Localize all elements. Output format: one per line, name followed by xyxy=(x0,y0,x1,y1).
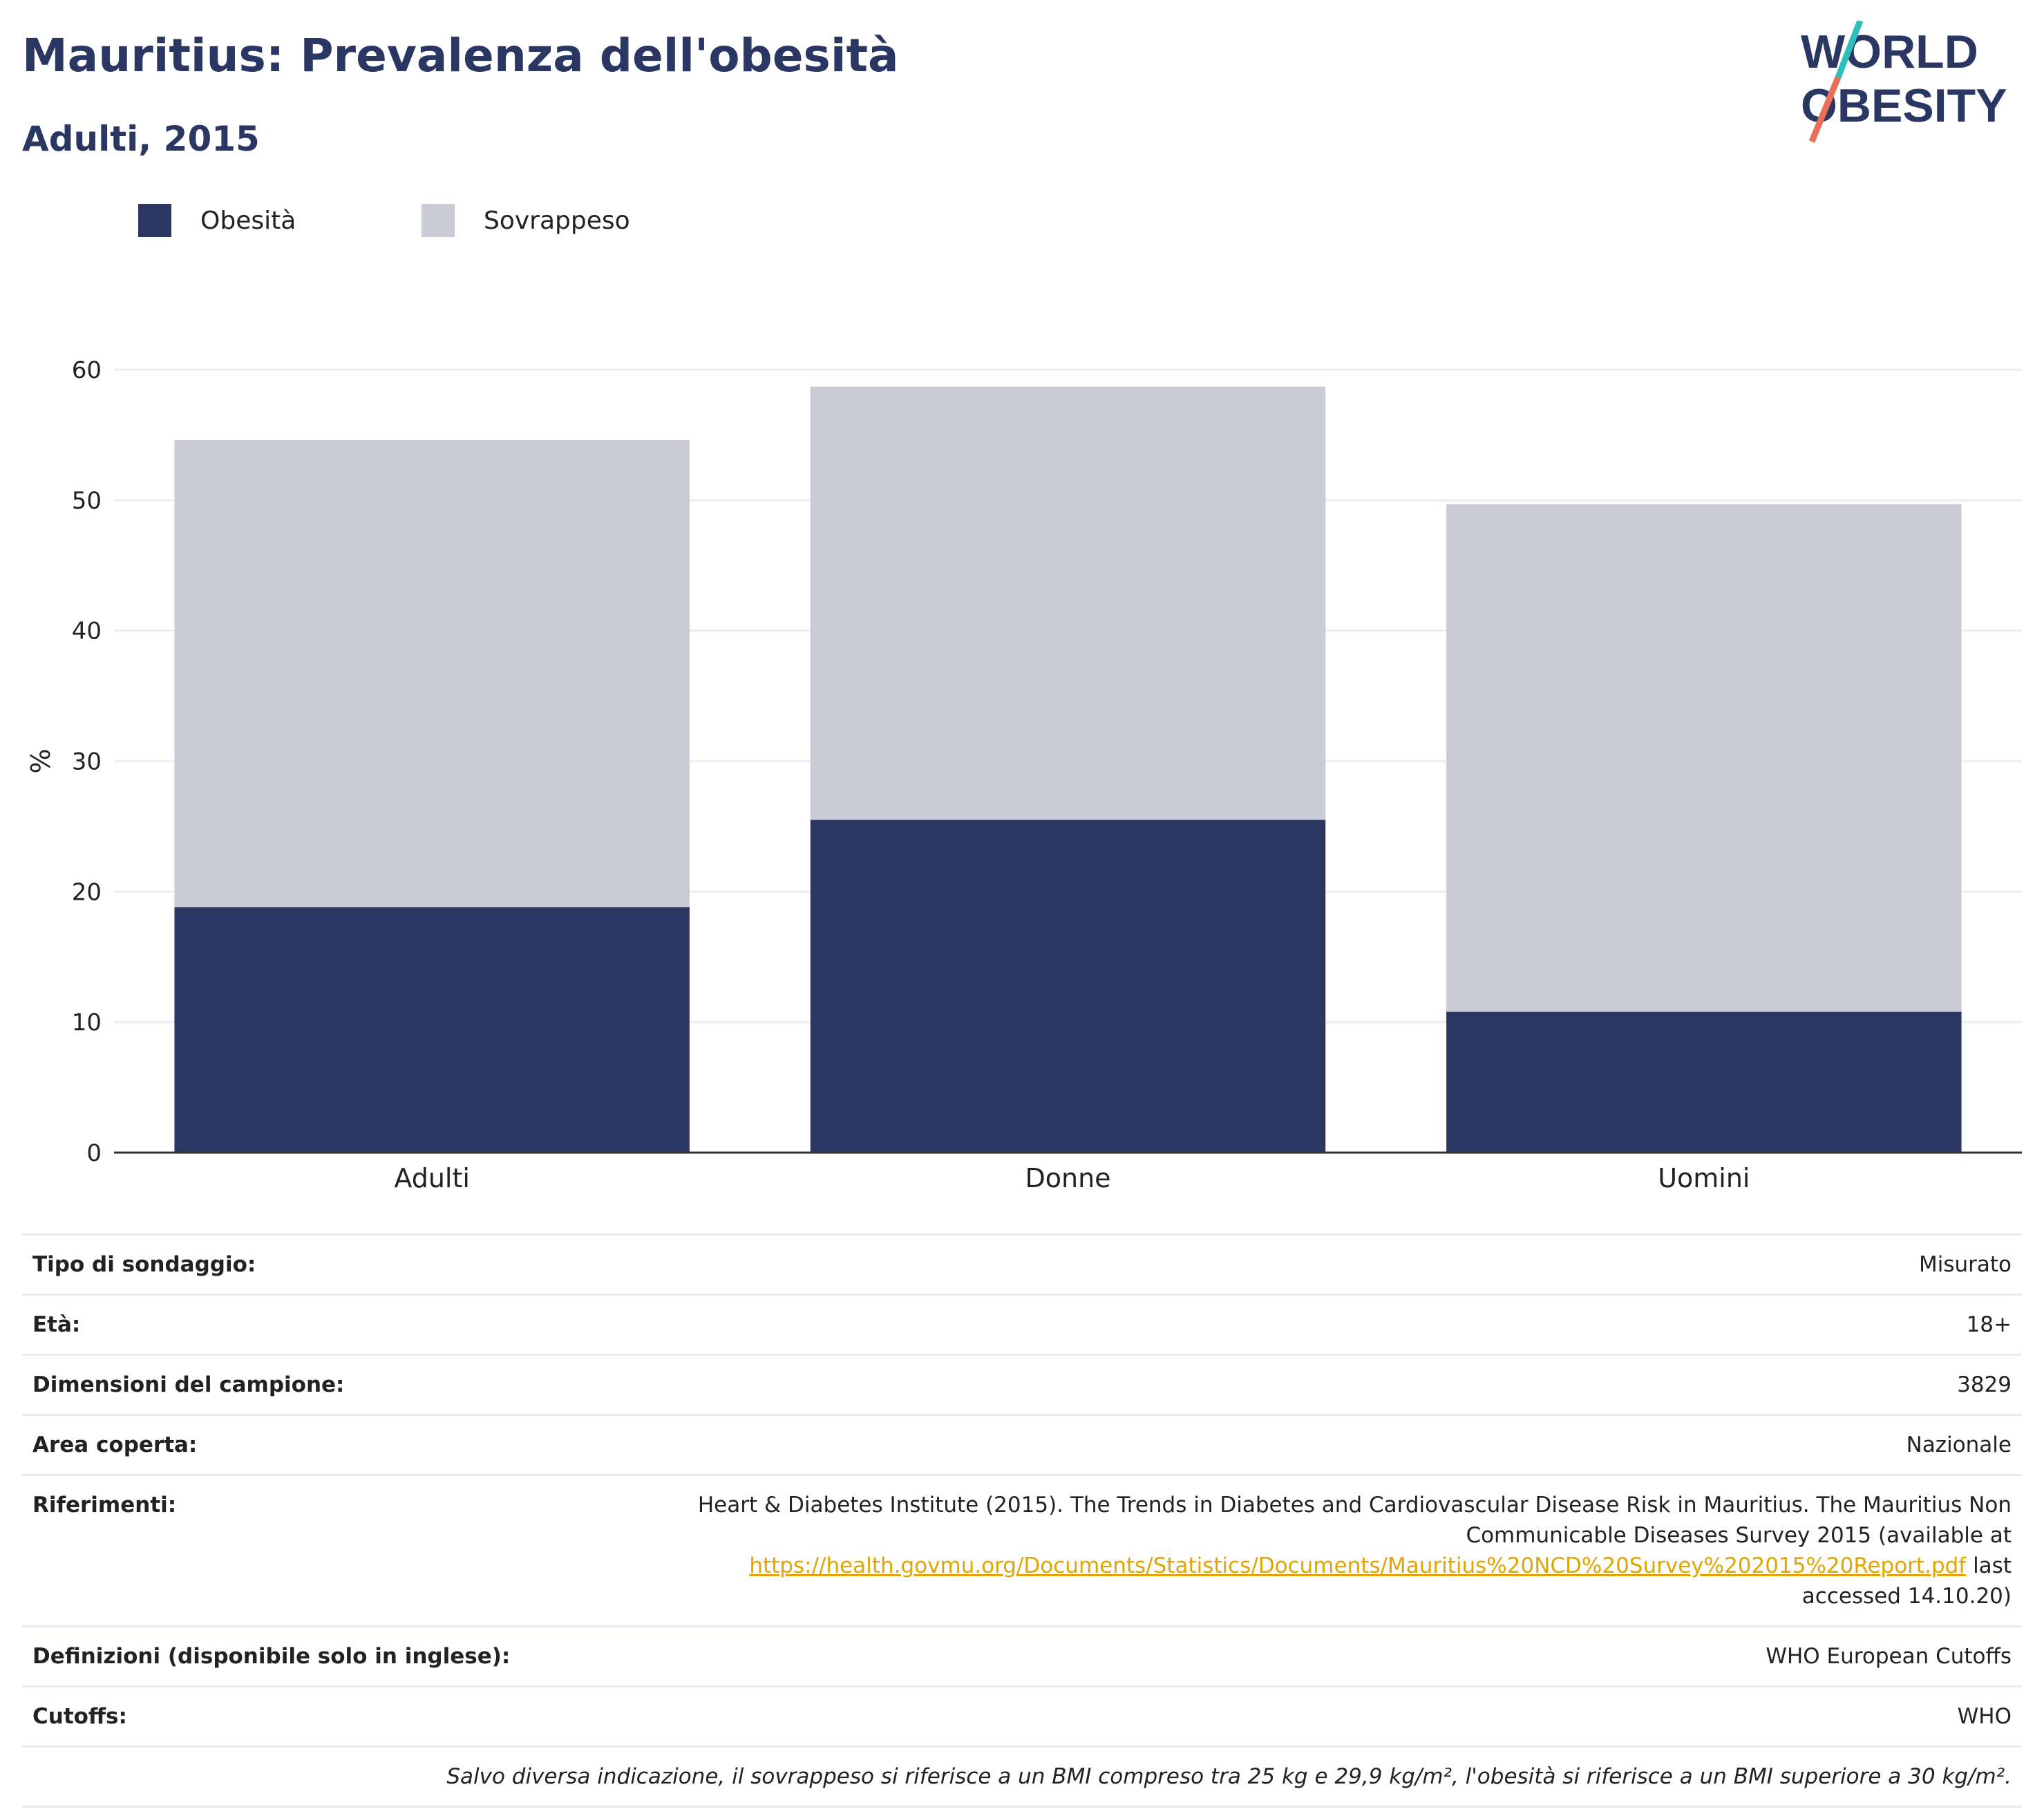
legend-swatch-overweight xyxy=(422,204,455,237)
meta-value: Nazionale xyxy=(665,1414,2022,1475)
y-tick-label: 30 xyxy=(72,748,102,776)
bar-chart: 0 10 20 30 40 50 60% Adulti Donne Uomini xyxy=(26,357,2022,1193)
meta-label: Definizioni (disponibile solo in inglese… xyxy=(22,1625,665,1687)
metadata-table: Tipo di sondaggio: Misurato Età: 18+ Dim… xyxy=(22,1233,2022,1808)
meta-label: Riferimenti: xyxy=(22,1474,665,1627)
reference-accessed: last accessed 14.10.20) xyxy=(1801,1553,2012,1609)
bar-obesity-donne xyxy=(810,820,1326,1153)
meta-row-area: Area coperta: Nazionale xyxy=(22,1414,2022,1475)
logo-line1: WORLD xyxy=(1801,26,1978,78)
y-tick-label: 10 xyxy=(72,1009,102,1037)
world-obesity-logo: WORLD OBESITY xyxy=(1801,21,2007,143)
meta-value: Misurato xyxy=(665,1233,2022,1295)
chart-title: Mauritius: Prevalenza dell'obesità xyxy=(22,29,899,82)
meta-row-cutoffs: Cutoffs: WHO xyxy=(22,1685,2022,1747)
meta-row-references: Riferimenti: Heart & Diabetes Institute … xyxy=(22,1474,2022,1627)
bar-obesity-uomini xyxy=(1446,1012,1962,1153)
bar-obesity-adulti xyxy=(174,907,690,1153)
x-tick-label: Adulti xyxy=(394,1163,470,1193)
meta-value: WHO European Cutoffs xyxy=(665,1625,2022,1687)
bar-overweight-adulti xyxy=(174,439,690,907)
meta-value: WHO xyxy=(665,1685,2022,1747)
reference-link[interactable]: https://health.govmu.org/Documents/Stati… xyxy=(749,1553,1967,1578)
meta-row-survey-type: Tipo di sondaggio: Misurato xyxy=(22,1233,2022,1295)
reference-text: Heart & Diabetes Institute (2015). The T… xyxy=(697,1493,2012,1548)
meta-value: 3829 xyxy=(665,1354,2022,1415)
y-tick-label: 60 xyxy=(72,357,102,384)
meta-label: Cutoffs: xyxy=(22,1685,665,1747)
logo-slash-teal xyxy=(1835,21,1864,79)
y-tick-label: 20 xyxy=(72,878,102,906)
x-tick-label: Donne xyxy=(1025,1163,1110,1193)
legend-item-obesity[interactable]: Obesità xyxy=(138,204,296,237)
x-tick-label: Uomini xyxy=(1658,1163,1750,1193)
legend-swatch-obesity xyxy=(138,204,171,237)
meta-label: Dimensioni del campione: xyxy=(22,1354,665,1415)
bar-overweight-donne xyxy=(810,386,1326,820)
legend-label-overweight: Sovrappeso xyxy=(484,206,630,235)
footnote: Salvo diversa indicazione, il sovrappeso… xyxy=(22,1746,2022,1808)
meta-row-sample-size: Dimensioni del campione: 3829 xyxy=(22,1354,2022,1415)
meta-label: Area coperta: xyxy=(22,1414,665,1475)
bar-overweight-uomini xyxy=(1446,504,1962,1012)
y-tick-label: 40 xyxy=(72,618,102,645)
legend-label-obesity: Obesità xyxy=(200,206,296,235)
logo-slash-coral xyxy=(1808,76,1842,143)
meta-label: Tipo di sondaggio: xyxy=(22,1233,665,1295)
meta-value: Heart & Diabetes Institute (2015). The T… xyxy=(665,1474,2022,1627)
meta-row-footnote: Salvo diversa indicazione, il sovrappeso… xyxy=(22,1746,2022,1808)
chart-subtitle: Adulti, 2015 xyxy=(22,119,260,159)
meta-label: Età: xyxy=(22,1294,665,1355)
meta-row-definitions: Definizioni (disponibile solo in inglese… xyxy=(22,1625,2022,1687)
y-tick-label: 50 xyxy=(72,487,102,515)
y-axis-label: % xyxy=(26,748,56,773)
meta-value: 18+ xyxy=(665,1294,2022,1355)
meta-row-age: Età: 18+ xyxy=(22,1294,2022,1355)
legend-item-overweight[interactable]: Sovrappeso xyxy=(422,204,630,237)
y-tick-label: 0 xyxy=(86,1139,102,1167)
